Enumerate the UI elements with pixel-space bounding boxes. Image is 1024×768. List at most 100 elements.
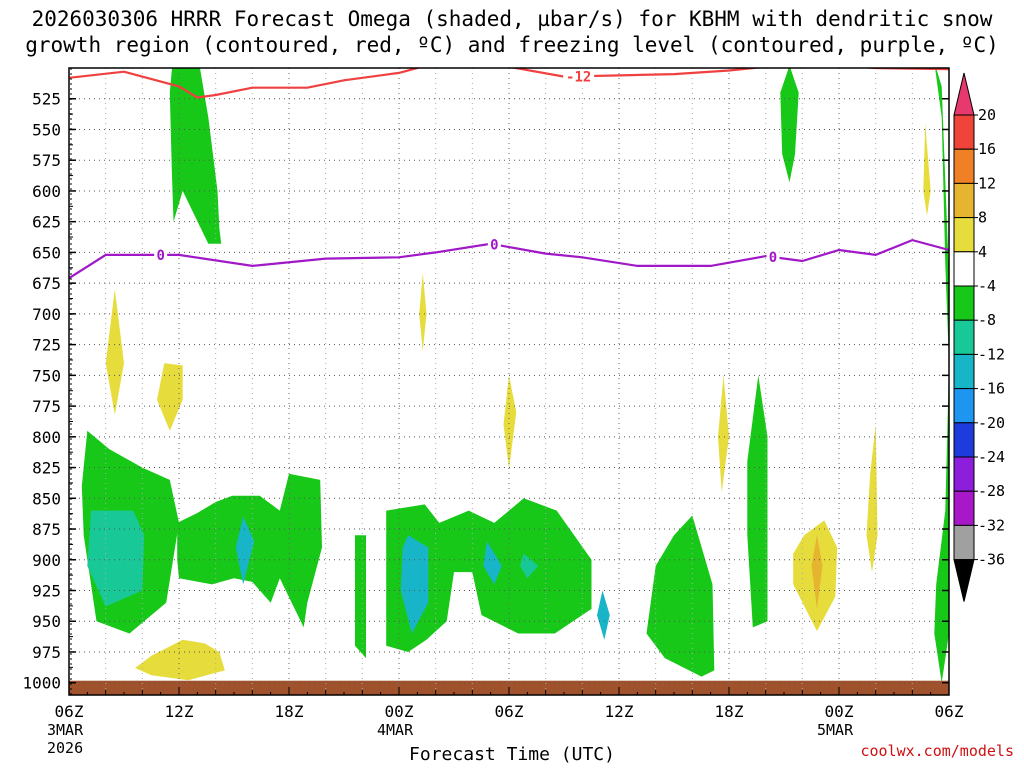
omega-region-3: [923, 123, 931, 216]
x-date-label: 4MAR: [377, 721, 414, 739]
y-tick-label: 1000: [22, 674, 61, 693]
colorbar-label: -24: [978, 448, 1005, 466]
colorbar-label: 4: [978, 243, 987, 261]
y-tick-label: 625: [32, 213, 61, 232]
x-tick-label: 12Z: [165, 702, 194, 721]
colorbar-label: 20: [978, 106, 996, 124]
freezing-level-contour-label: 0: [156, 248, 164, 264]
colorbar-band--32: [953, 524, 975, 561]
x-year-label: 2026: [47, 739, 83, 757]
x-tick-label: 18Z: [275, 702, 304, 721]
y-tick-label: 575: [32, 151, 61, 170]
freezing-level-contour-line: [69, 238, 949, 280]
freezing-level-contour-label: 0: [769, 250, 777, 266]
y-tick-label: 550: [32, 120, 61, 139]
y-tick-label: 925: [32, 582, 61, 601]
omega-region-0: [169, 68, 222, 244]
omega-region-18: [483, 541, 502, 585]
freezing-level-contour-label-bg: [766, 249, 780, 266]
x-axis-label: Forecast Time (UTC): [409, 744, 615, 765]
colorbar-band--8: [953, 319, 975, 355]
colorbar: 20 16 12 8 4 -4 -8 -12 -16 -20 -24 -28 -32 -36: [953, 72, 1005, 602]
freezing-level-contour-label-bg: [487, 236, 501, 253]
colorbar-bottom-triangle: [953, 559, 975, 602]
y-tick-label: 950: [32, 612, 61, 631]
colorbar-band-4: [953, 251, 975, 287]
colorbar-band--12: [953, 353, 975, 390]
colorbar-label: 12: [978, 174, 996, 192]
omega-region-17: [400, 535, 429, 634]
omega-region-10: [866, 424, 878, 573]
colorbar-label: 16: [978, 140, 996, 158]
chart-title-line2: growth region (contoured, red, ºC) and f…: [25, 33, 999, 57]
colorbar-label: -4: [978, 277, 996, 295]
y-tick-label: 825: [32, 459, 61, 478]
x-tick-label: 18Z: [715, 702, 744, 721]
colorbar-band--16: [953, 388, 975, 424]
freezing-level-contour-label-bg: [154, 246, 168, 263]
omega-region-24: [939, 553, 949, 634]
colorbar-label: -12: [978, 345, 1005, 363]
x-tick-label: 06Z: [495, 702, 524, 721]
colorbar-band-16: [953, 148, 975, 184]
y-tick-label: 525: [32, 90, 61, 109]
colorbar-band--28: [953, 490, 975, 526]
omega-region-12: [87, 510, 145, 607]
omega-region-25: [135, 639, 225, 681]
x-date-label: 3MAR: [47, 721, 84, 739]
x-tick-label: 06Z: [55, 702, 84, 721]
colorbar-label: -28: [978, 482, 1005, 500]
colorbar-label: -36: [978, 551, 1005, 569]
x-tick-label: 00Z: [825, 702, 854, 721]
y-tick-label: 775: [32, 397, 61, 416]
y-tick-label: 750: [32, 366, 61, 385]
omega-region-15: [355, 535, 366, 659]
y-tick-label: 650: [32, 243, 61, 262]
dgz-contour-label: -12: [566, 69, 591, 85]
y-tick-label: 725: [32, 336, 61, 355]
colorbar-label: -16: [978, 380, 1005, 398]
omega-shading: [81, 68, 949, 683]
colorbar-label: 8: [978, 209, 987, 227]
omega-region-21: [646, 515, 715, 677]
colorbar-band-8: [953, 217, 975, 253]
omega-region-23: [811, 535, 823, 609]
y-tick-label: 600: [32, 182, 61, 201]
omega-region-20: [597, 590, 610, 640]
y-tick-label: 850: [32, 489, 61, 508]
colorbar-band--24: [953, 456, 975, 492]
omega-region-6: [157, 363, 183, 431]
colorbar-label: -8: [978, 311, 996, 329]
x-tick-label: 12Z: [605, 702, 634, 721]
omega-region-4: [419, 273, 427, 351]
y-tick-label: 875: [32, 520, 61, 539]
omega-region-5: [105, 289, 124, 415]
colorbar-top-triangle: [953, 72, 975, 116]
y-tick-label: 975: [32, 643, 61, 662]
y-tick-label: 675: [32, 274, 61, 293]
colorbar-band-12: [953, 182, 975, 219]
omega-region-9: [747, 375, 768, 628]
colorbar-band--4: [953, 285, 975, 321]
x-date-label: 5MAR: [817, 721, 854, 739]
grid-lines: [69, 68, 949, 695]
colorbar-band--20: [953, 422, 975, 458]
credit-text: coolwx.com/models: [860, 742, 1014, 760]
colorbar-band-20: [953, 114, 975, 150]
omega-region-14: [235, 516, 255, 585]
freezing-level-contour-label: 0: [490, 237, 498, 253]
colorbar-label: -20: [978, 414, 1005, 432]
chart-title-line1: 2026030306 HRRR Forecast Omega (shaded, …: [31, 7, 993, 31]
axes: 525 550 575 600 625 650 675 700 725 750 775 800 825 8…: [22, 67, 964, 757]
dgz-contour-label-bg: [563, 68, 595, 85]
omega-region-8: [718, 375, 729, 493]
x-tick-label: 00Z: [385, 702, 414, 721]
omega-region-7: [503, 375, 517, 469]
chart-title: 2026030306 HRRR Forecast Omega (shaded, …: [0, 6, 1024, 58]
y-tick-label: 900: [32, 551, 61, 570]
x-tick-label: 06Z: [935, 702, 964, 721]
colorbar-label: -32: [978, 516, 1005, 534]
y-tick-label: 800: [32, 428, 61, 447]
y-tick-label: 700: [32, 305, 61, 324]
